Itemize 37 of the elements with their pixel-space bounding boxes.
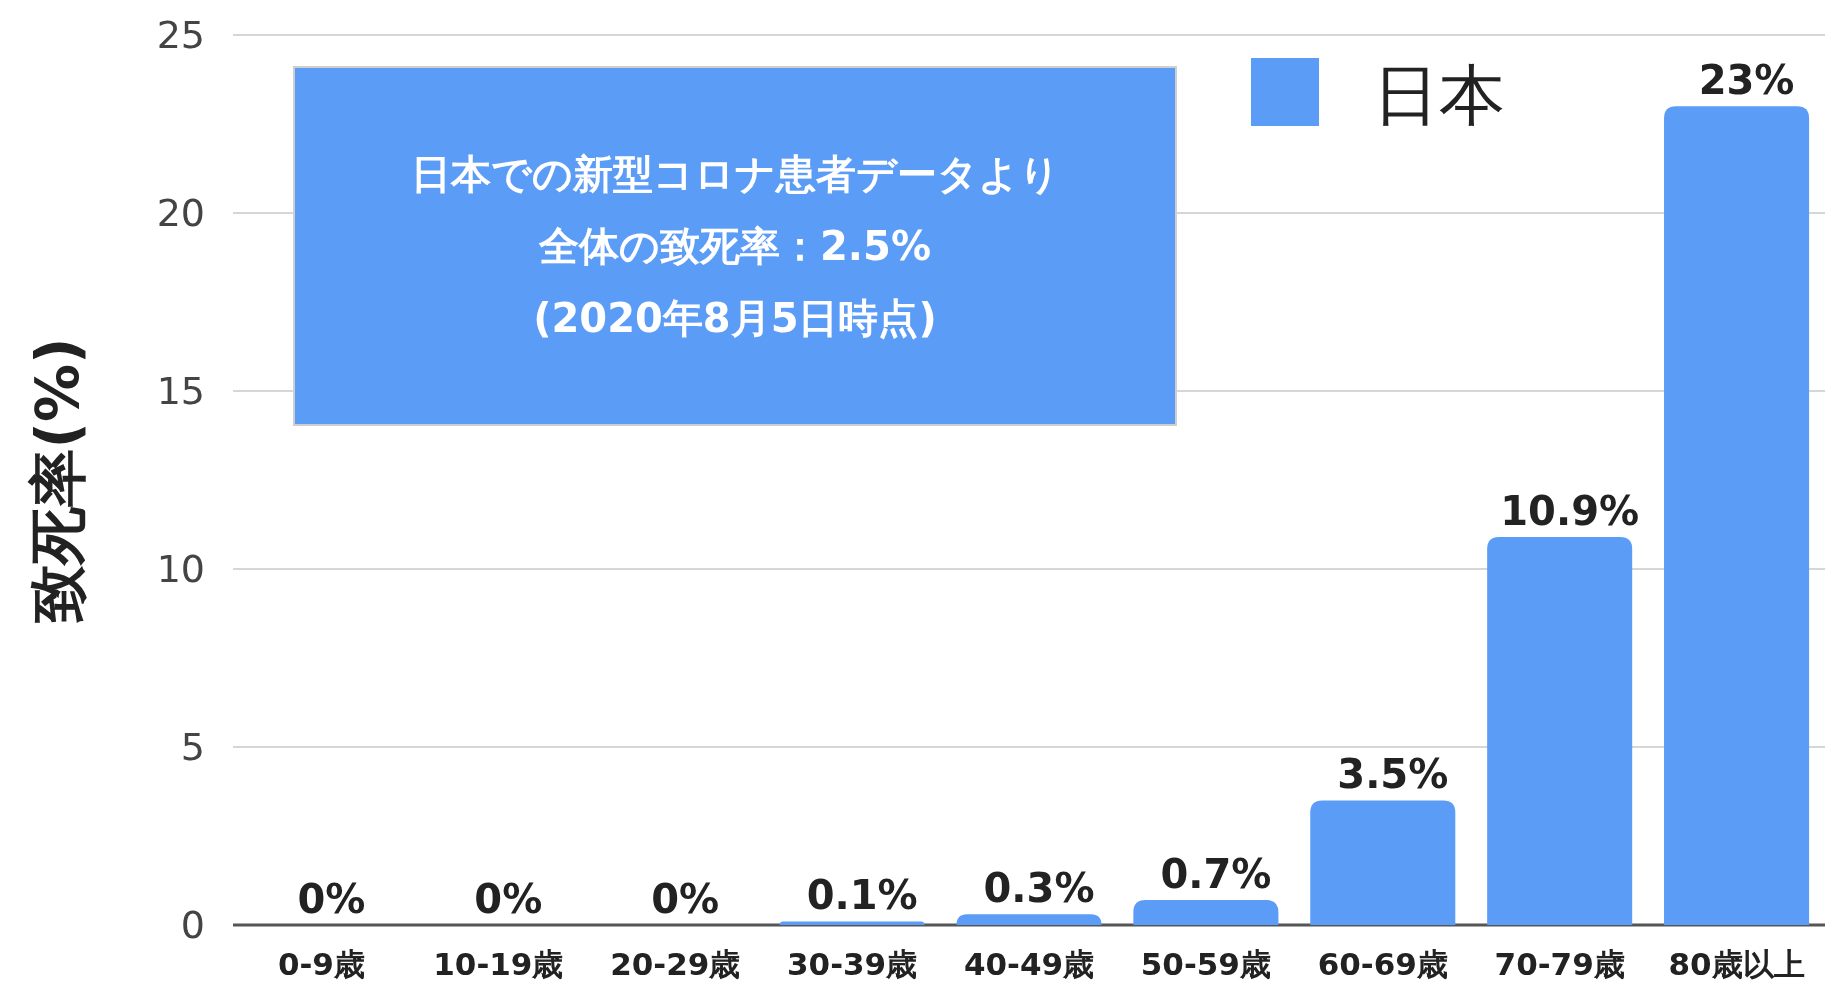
y-tick-label: 0 <box>180 903 205 947</box>
note: 日本での新型コロナ患者データより 全体の致死率：2.5% (2020年8月5日時点) <box>293 66 1177 426</box>
data-label: 0% <box>651 876 720 922</box>
x-tick-label: 0-9歳 <box>277 946 365 982</box>
bar <box>1664 106 1810 925</box>
y-tick-label: 20 <box>156 191 205 235</box>
data-label: 3.5% <box>1337 751 1449 798</box>
y-axis-title: 致死率(%) <box>24 337 92 623</box>
x-tick-label: 20-29歳 <box>610 946 741 982</box>
bar <box>779 921 925 925</box>
annotation: 日本での新型コロナ患者データより <box>410 151 1060 197</box>
annotation: 全体の致死率：2.5% <box>538 223 931 269</box>
x-tick-label: 80歳以上 <box>1668 946 1805 982</box>
data-label: 0.1% <box>806 872 918 919</box>
data-label: 0% <box>474 876 543 922</box>
legend-label: 日本 <box>1373 57 1505 134</box>
data-label: 0.7% <box>1160 851 1272 898</box>
data-label: 0.3% <box>983 865 1095 912</box>
y-tick-label: 25 <box>156 13 205 57</box>
bar <box>1310 800 1456 925</box>
x-tick-label: 40-49歳 <box>963 946 1095 982</box>
x-tick-label: 30-39歳 <box>787 946 918 982</box>
data-label: 10.9% <box>1500 487 1640 534</box>
x-tick-label: 10-19歳 <box>433 946 564 982</box>
bar <box>956 914 1102 925</box>
legend: 日本 <box>1251 57 1505 134</box>
y-tick-label: 15 <box>156 369 205 413</box>
x-tick-label: 70-79歳 <box>1494 946 1625 982</box>
data-label: 23% <box>1698 57 1795 104</box>
y-tick-label: 10 <box>156 547 205 591</box>
data-label: 0% <box>297 876 366 922</box>
annotation: (2020年8月5日時点) <box>533 295 937 341</box>
bar <box>1133 900 1279 925</box>
bar <box>1487 536 1633 925</box>
y-tick-label: 5 <box>180 725 205 769</box>
x-tick-label: 50-59歳 <box>1140 946 1271 982</box>
x-tick-label: 60-69歳 <box>1317 946 1448 982</box>
